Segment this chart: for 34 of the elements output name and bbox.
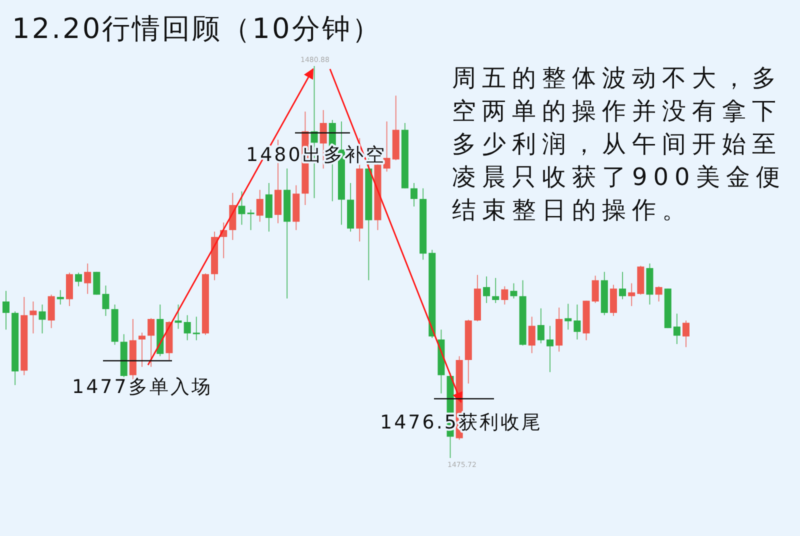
- candlestick: [30, 301, 37, 334]
- candlestick: [528, 316, 536, 354]
- candlestick: [619, 271, 626, 300]
- candlestick: [148, 318, 155, 368]
- candlestick: [510, 282, 518, 299]
- candlestick: [265, 182, 272, 232]
- candlestick: [84, 263, 92, 294]
- candlestick: [2, 290, 10, 330]
- candlestick: [592, 275, 599, 304]
- candlestick: [410, 182, 418, 208]
- candlestick: [483, 276, 490, 304]
- candlestick: [192, 316, 200, 341]
- annotation: 1477多单入场: [72, 376, 212, 398]
- candlestick: [102, 285, 110, 316]
- candlestick: [138, 332, 146, 368]
- candlestick: [174, 304, 182, 330]
- candlestick: [256, 189, 264, 222]
- candlestick: [682, 320, 690, 348]
- candlestick: [238, 190, 246, 226]
- candlestick: [501, 286, 508, 306]
- candlestick: [537, 308, 544, 344]
- chart-title: 12.20行情回顾（10分钟）: [12, 12, 382, 45]
- candlestick: [184, 314, 191, 341]
- candlestick: [546, 325, 554, 373]
- candlestick: [492, 277, 500, 304]
- candlestick: [673, 313, 680, 345]
- candlestick: [655, 286, 662, 302]
- candlestick: [574, 304, 581, 340]
- candlestick: [75, 272, 82, 287]
- candlestick: [247, 209, 254, 231]
- candlestick: [38, 304, 46, 334]
- candlestick: [564, 303, 572, 330]
- candlestick: [628, 282, 636, 307]
- annotation: 周五的整体波动不大，多空两单的操作并没有拿下多少利润，从午间开始至凌晨只收获了900美金便结束整日的操作。: [452, 63, 787, 226]
